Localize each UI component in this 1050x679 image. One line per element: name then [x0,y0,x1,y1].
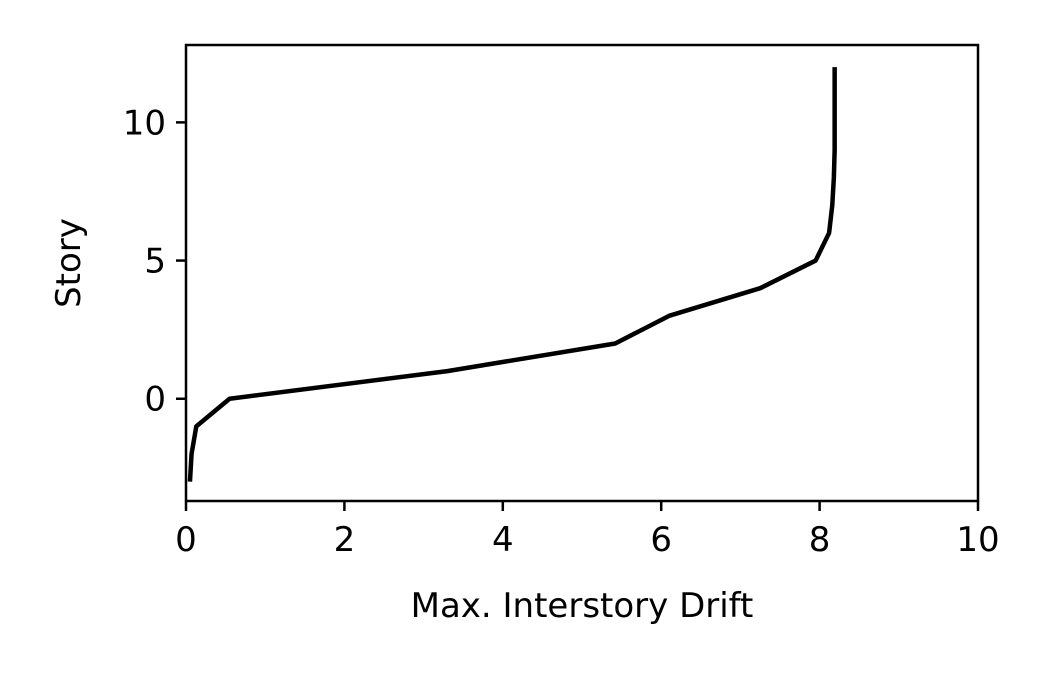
x-tick-label: 8 [809,520,831,560]
y-axis-label: Story [49,218,89,308]
y-axis: 0 5 10 [123,103,186,419]
x-tick-label: 2 [334,520,356,560]
x-axis: 0 2 4 6 8 10 [175,501,999,560]
plot-area-frame [186,45,978,501]
series-layer [190,67,835,482]
x-tick-label: 0 [175,520,197,560]
y-tick-label: 10 [123,103,166,143]
series-line [190,67,835,482]
x-tick-label: 6 [650,520,672,560]
y-tick-label: 0 [144,380,166,420]
x-axis-label: Max. Interstory Drift [411,586,754,626]
x-tick-label: 4 [492,520,514,560]
y-tick-label: 5 [144,242,166,282]
x-tick-label: 10 [956,520,999,560]
